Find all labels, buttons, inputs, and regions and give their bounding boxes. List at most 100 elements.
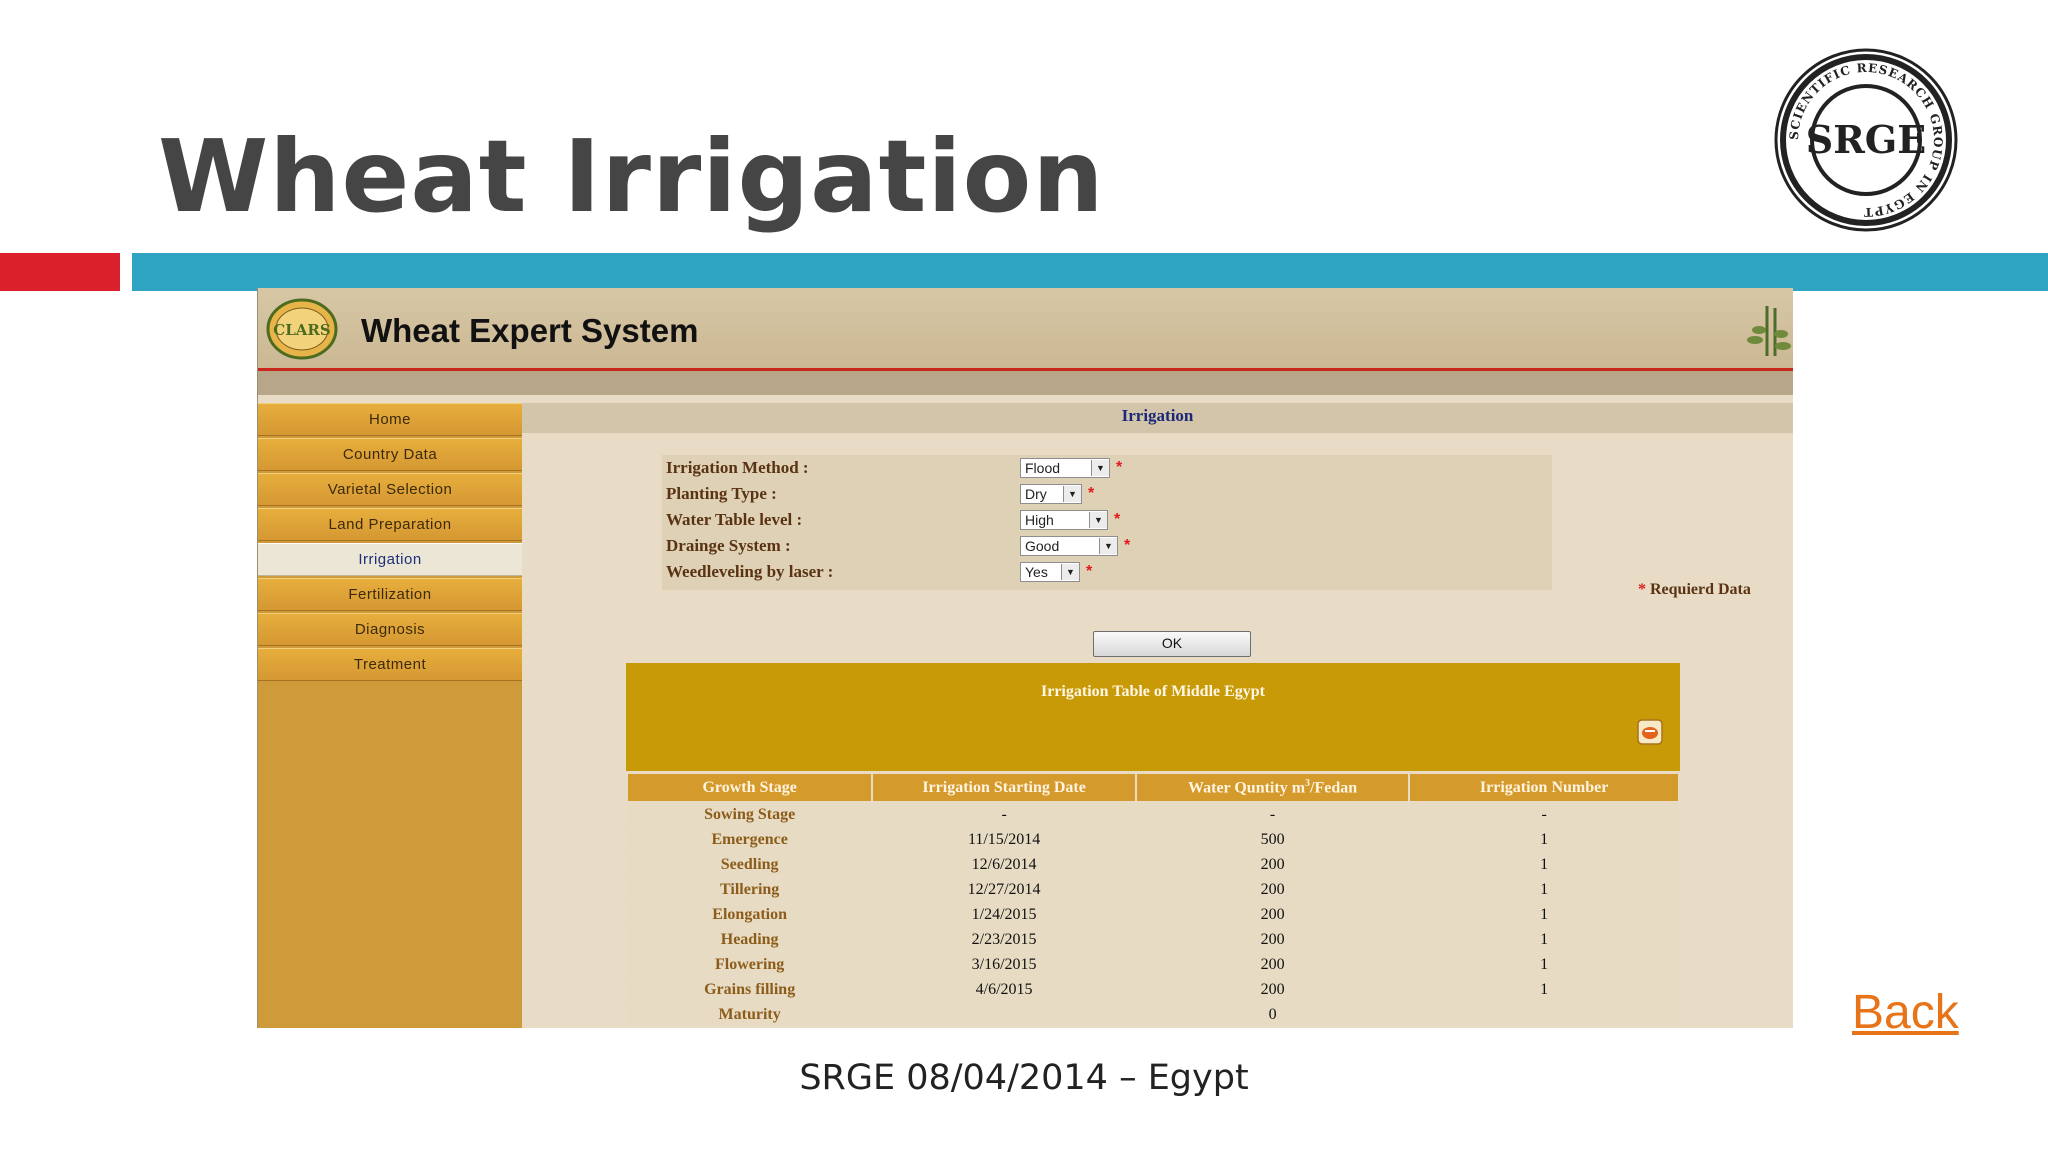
drainage-system-label: Drainge System : <box>666 536 791 555</box>
cell-irrigation-number: 1 <box>1408 951 1680 978</box>
cell-date: 11/15/2014 <box>871 826 1137 853</box>
required-marker: * <box>1114 511 1121 528</box>
section-title: Irrigation <box>522 403 1793 433</box>
cell-date: 3/16/2015 <box>871 951 1137 978</box>
water-table-level-value: High <box>1025 512 1054 528</box>
irrigation-method-value: Flood <box>1025 460 1061 476</box>
sidebar-item-home[interactable]: Home <box>258 403 522 436</box>
app-title: Wheat Expert System <box>361 312 699 349</box>
cell-irrigation-number: 1 <box>1408 826 1680 853</box>
cell-date: 2/23/2015 <box>871 926 1137 953</box>
cell-growth-stage: Maturity <box>625 1001 874 1028</box>
cell-water-quantity: 200 <box>1134 876 1411 903</box>
sidebar-item-diagnosis[interactable]: Diagnosis <box>258 613 522 646</box>
planting-type-label: Planting Type : <box>666 484 777 503</box>
planting-type-select[interactable]: Dry ▼ <box>1020 484 1082 504</box>
water-table-level-label: Water Table level : <box>666 510 803 529</box>
app-screenshot: CLARS Wheat Expert System Home Country D… <box>257 288 1793 1028</box>
accent-bar-blue <box>132 253 2048 291</box>
form-row-irrigation-method: Irrigation Method : Flood ▼ * <box>666 457 1122 479</box>
irrigation-method-select[interactable]: Flood ▼ <box>1020 458 1110 478</box>
chevron-down-icon: ▼ <box>1063 486 1081 502</box>
sidebar-item-land-preparation[interactable]: Land Preparation <box>258 508 522 541</box>
sidebar-item-fertilization[interactable]: Fertilization <box>258 578 522 611</box>
weedleveling-label: Weedleveling by laser : <box>666 562 834 581</box>
back-link[interactable]: Back <box>1852 986 1959 1039</box>
cell-growth-stage: Tillering <box>625 876 874 903</box>
cell-water-quantity: 200 <box>1134 951 1411 978</box>
water-table-level-select[interactable]: High ▼ <box>1020 510 1108 530</box>
cell-water-quantity: 200 <box>1134 901 1411 928</box>
irrigation-table-panel: Irrigation Table of Middle Egypt Growth … <box>625 663 1680 1028</box>
cell-date: 12/6/2014 <box>871 851 1137 878</box>
chevron-down-icon: ▼ <box>1099 538 1117 554</box>
cell-water-quantity: 0 <box>1134 1001 1411 1028</box>
cell-irrigation-number: 1 <box>1408 876 1680 903</box>
cell-water-quantity: 200 <box>1134 851 1411 878</box>
col-growth-stage: Growth Stage <box>625 772 874 803</box>
export-icon[interactable] <box>1637 719 1663 745</box>
sidebar-item-varietal-selection[interactable]: Varietal Selection <box>258 473 522 506</box>
table-row: Sowing Stage - - - <box>625 801 1680 828</box>
cell-growth-stage: Grains filling <box>625 976 874 1003</box>
table-row: Seedling 12/6/2014 200 1 <box>625 851 1680 878</box>
sidebar-item-irrigation[interactable]: Irrigation <box>258 543 522 576</box>
ok-button[interactable]: OK <box>1093 631 1251 657</box>
cell-irrigation-number: 1 <box>1408 926 1680 953</box>
form-row-drainage-system: Drainge System : Good ▼ * <box>666 535 1130 557</box>
cell-growth-stage: Flowering <box>625 951 874 978</box>
sidebar-item-country-data[interactable]: Country Data <box>258 438 522 471</box>
cell-irrigation-number: 1 <box>1408 851 1680 878</box>
required-marker: * <box>1088 485 1095 502</box>
srge-logo: SCIENTIFIC RESEARCH GROUP IN EGYPT SRGE <box>1774 48 1958 232</box>
drainage-system-select[interactable]: Good ▼ <box>1020 536 1118 556</box>
irrigation-method-label: Irrigation Method : <box>666 458 809 477</box>
cell-growth-stage: Seedling <box>625 851 874 878</box>
weedleveling-select[interactable]: Yes ▼ <box>1020 562 1080 582</box>
main-content: Irrigation Irrigation Method : Flood ▼ *… <box>522 403 1793 1028</box>
cell-water-quantity: 200 <box>1134 976 1411 1003</box>
slide-title: Wheat Irrigation <box>158 118 1105 235</box>
wheat-icon <box>1747 306 1791 356</box>
cell-date: 1/24/2015 <box>871 901 1137 928</box>
col-irrigation-number: Irrigation Number <box>1408 772 1680 803</box>
cell-date: 12/27/2014 <box>871 876 1137 903</box>
form-row-weedleveling: Weedleveling by laser : Yes ▼ * <box>666 561 1092 583</box>
cell-irrigation-number: 1 <box>1408 976 1680 1003</box>
sidebar: Home Country Data Varietal Selection Lan… <box>258 403 522 1028</box>
cell-growth-stage: Elongation <box>625 901 874 928</box>
cell-growth-stage: Sowing Stage <box>625 801 874 828</box>
cell-date <box>871 1001 1137 1028</box>
cell-water-quantity: 500 <box>1134 826 1411 853</box>
table-row: Tillering 12/27/2014 200 1 <box>625 876 1680 903</box>
required-data-note: * Requierd Data <box>1638 581 1751 598</box>
table-caption-text: Irrigation Table of Middle Egypt <box>1040 683 1266 700</box>
table-row: Elongation 1/24/2015 200 1 <box>625 901 1680 928</box>
irrigation-form: Irrigation Method : Flood ▼ * Planting T… <box>662 455 1552 590</box>
table-row: Maturity 0 <box>625 1001 1680 1028</box>
chevron-down-icon: ▼ <box>1061 564 1079 580</box>
form-row-water-table-level: Water Table level : High ▼ * <box>666 509 1120 531</box>
chevron-down-icon: ▼ <box>1089 512 1107 528</box>
cell-irrigation-number: - <box>1408 801 1680 828</box>
cell-irrigation-number: 1 <box>1408 901 1680 928</box>
chevron-down-icon: ▼ <box>1091 460 1109 476</box>
svg-text:CLARS: CLARS <box>273 321 330 339</box>
accent-bar-red <box>0 253 120 291</box>
cell-date: 4/6/2015 <box>871 976 1137 1003</box>
table-row: Flowering 3/16/2015 200 1 <box>625 951 1680 978</box>
header-divider <box>258 368 1793 371</box>
app-header: CLARS Wheat Expert System <box>258 288 1793 368</box>
slide-footer: SRGE 08/04/2014 – Egypt <box>799 1058 1249 1098</box>
table-row: Emergence 11/15/2014 500 1 <box>625 826 1680 853</box>
cell-date: - <box>871 801 1137 828</box>
cell-growth-stage: Emergence <box>625 826 874 853</box>
drainage-system-value: Good <box>1025 538 1060 554</box>
col-irrigation-starting-date: Irrigation Starting Date <box>871 772 1137 803</box>
sidebar-item-treatment[interactable]: Treatment <box>258 648 522 681</box>
clars-logo: CLARS <box>266 298 338 360</box>
required-marker: * <box>1124 537 1131 554</box>
irrigation-table: Growth Stage Irrigation Starting Date Wa… <box>625 772 1680 1028</box>
table-header-row: Growth Stage Irrigation Starting Date Wa… <box>625 772 1680 803</box>
cell-irrigation-number <box>1408 1001 1680 1028</box>
